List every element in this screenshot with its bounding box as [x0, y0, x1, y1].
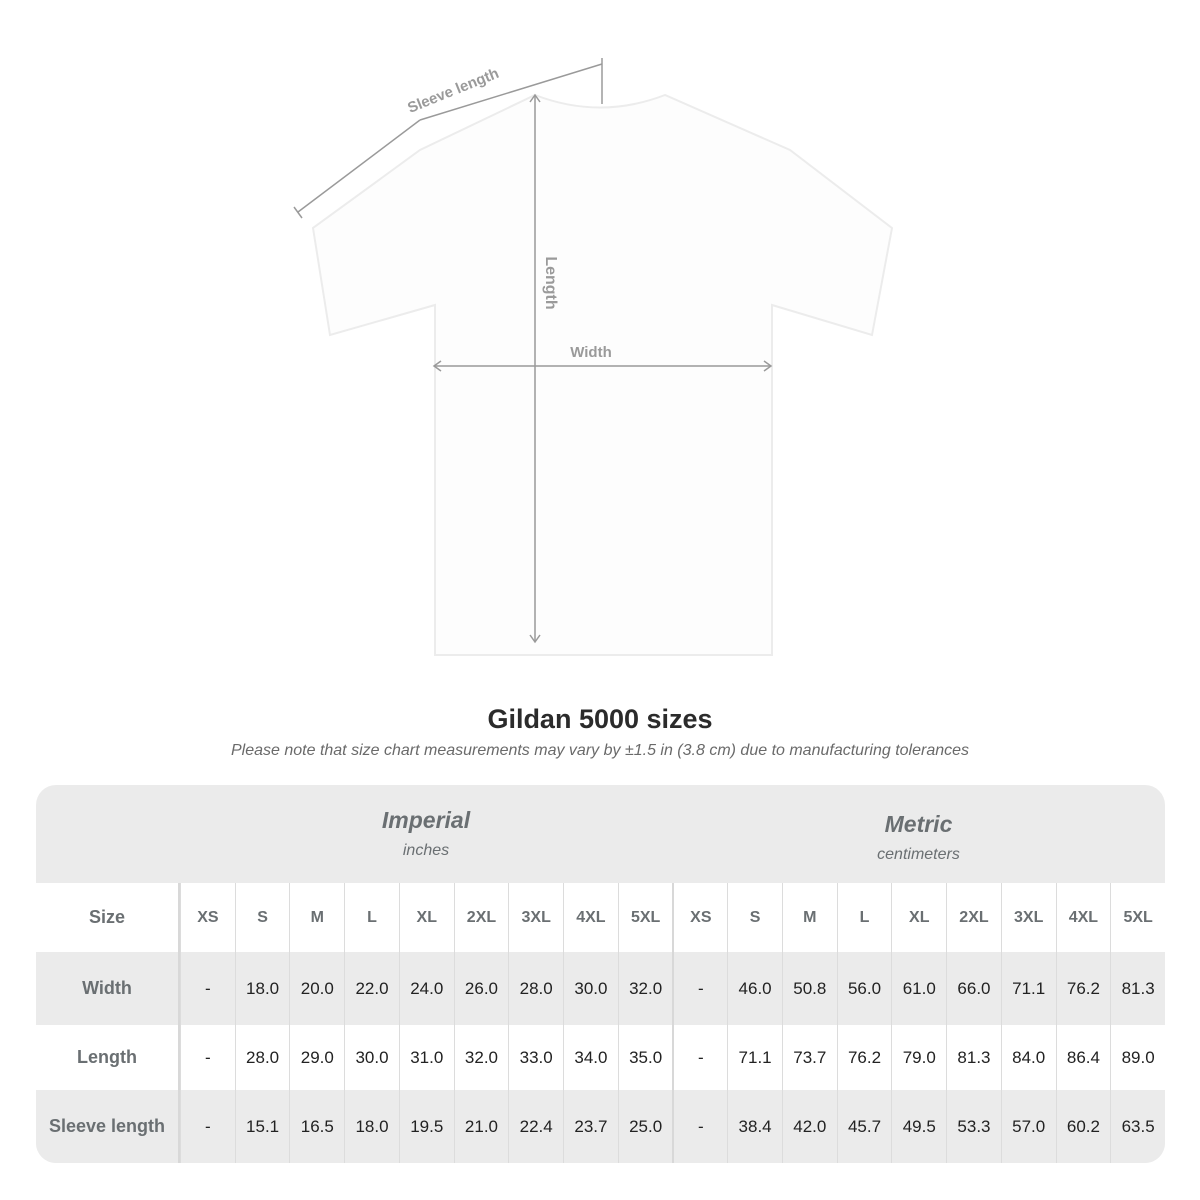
- metric-value-cell: 57.0: [1000, 1090, 1056, 1163]
- size-column-header: L: [836, 883, 892, 952]
- imperial-value-cell: 29.0: [289, 1025, 345, 1090]
- imperial-value-cell: -: [180, 952, 235, 1025]
- size-column-header: XL: [891, 883, 947, 952]
- metric-value-cell: 63.5: [1110, 1090, 1165, 1163]
- metric-value-cell: -: [672, 1090, 728, 1163]
- metric-value-cell: 86.4: [1055, 1025, 1111, 1090]
- tshirt-diagram: Sleeve length Length Width: [293, 58, 894, 656]
- imperial-value-cell: 18.0: [344, 1090, 399, 1163]
- size-column-header: 3XL: [508, 883, 564, 952]
- size-column-header: L: [344, 883, 399, 952]
- metric-value-cell: 46.0: [727, 952, 782, 1025]
- imperial-value-cell: 22.0: [344, 952, 399, 1025]
- imperial-value-cell: -: [180, 1025, 235, 1090]
- imperial-value-cell: 23.7: [563, 1090, 618, 1163]
- page-title: Gildan 5000 sizes: [487, 704, 713, 734]
- imperial-value-cell: 28.0: [234, 1025, 290, 1090]
- tshirt-shape: [311, 93, 894, 656]
- size-grid: Size XS S M L XL 2XL 3XL 4XL 5XL XS S M L XL 2XL 3XL 4XL 5…: [36, 883, 1165, 1163]
- imperial-value-cell: 22.4: [508, 1090, 564, 1163]
- imperial-value-cell: 32.0: [453, 1025, 509, 1090]
- imperial-value-cell: 32.0: [617, 952, 673, 1025]
- size-column-header: S: [727, 883, 782, 952]
- metric-unit: centimeters: [877, 846, 960, 863]
- length-label: Length: [542, 256, 559, 309]
- imperial-value-cell: 19.5: [398, 1090, 454, 1163]
- imperial-value-cell: 18.0: [234, 952, 290, 1025]
- size-column-header: 3XL: [1000, 883, 1056, 952]
- row-label: Sleeve length: [36, 1090, 180, 1163]
- size-column-header: XL: [398, 883, 454, 952]
- metric-value-cell: 71.1: [727, 1025, 782, 1090]
- metric-header: Metric centimeters: [672, 785, 1165, 909]
- imperial-label: Imperial: [381, 807, 471, 833]
- metric-value-cell: 81.3: [1110, 952, 1165, 1025]
- row-label: Length: [36, 1025, 180, 1090]
- metric-value-cell: -: [672, 1025, 728, 1090]
- imperial-value-cell: 30.0: [344, 1025, 399, 1090]
- size-column-header: M: [781, 883, 837, 952]
- imperial-value-cell: 30.0: [563, 952, 618, 1025]
- tolerance-note: Please note that size chart measurements…: [230, 742, 970, 759]
- size-header: Size: [36, 883, 180, 952]
- metric-value-cell: 60.2: [1055, 1090, 1111, 1163]
- imperial-value-cell: 28.0: [508, 952, 564, 1025]
- size-column-header: 2XL: [453, 883, 509, 952]
- metric-value-cell: 53.3: [946, 1090, 1001, 1163]
- imperial-value-cell: -: [180, 1090, 235, 1163]
- row-label: Width: [36, 952, 180, 1025]
- size-column-header: XS: [180, 883, 235, 952]
- imperial-value-cell: 15.1: [234, 1090, 290, 1163]
- metric-value-cell: 56.0: [836, 952, 892, 1025]
- metric-value-cell: 79.0: [891, 1025, 947, 1090]
- size-column-header: M: [289, 883, 345, 952]
- metric-value-cell: 66.0: [946, 952, 1001, 1025]
- width-label: Width: [570, 344, 612, 361]
- size-column-header: 4XL: [563, 883, 618, 952]
- size-column-header: S: [234, 883, 290, 952]
- metric-value-cell: 71.1: [1000, 952, 1056, 1025]
- metric-value-cell: 84.0: [1000, 1025, 1056, 1090]
- size-column-header: 5XL: [617, 883, 673, 952]
- imperial-value-cell: 25.0: [617, 1090, 673, 1163]
- imperial-value-cell: 20.0: [289, 952, 345, 1025]
- metric-label: Metric: [884, 811, 953, 837]
- size-column-header: 5XL: [1110, 883, 1165, 952]
- metric-value-cell: 38.4: [727, 1090, 782, 1163]
- metric-value-cell: 81.3: [946, 1025, 1001, 1090]
- imperial-header: Imperial inches: [180, 785, 672, 905]
- imperial-value-cell: 16.5: [289, 1090, 345, 1163]
- imperial-value-cell: 24.0: [398, 952, 454, 1025]
- size-column-header: XS: [672, 883, 728, 952]
- metric-value-cell: 42.0: [781, 1090, 837, 1163]
- metric-value-cell: 73.7: [781, 1025, 837, 1090]
- metric-value-cell: 76.2: [1055, 952, 1111, 1025]
- metric-value-cell: 45.7: [836, 1090, 892, 1163]
- metric-value-cell: 49.5: [891, 1090, 947, 1163]
- imperial-value-cell: 35.0: [617, 1025, 673, 1090]
- metric-value-cell: 61.0: [891, 952, 947, 1025]
- imperial-value-cell: 33.0: [508, 1025, 564, 1090]
- size-column-header: 4XL: [1055, 883, 1111, 952]
- metric-value-cell: 50.8: [781, 952, 837, 1025]
- imperial-value-cell: 21.0: [453, 1090, 509, 1163]
- metric-value-cell: 76.2: [836, 1025, 892, 1090]
- sleeve-measure-line: [297, 119, 421, 213]
- imperial-value-cell: 34.0: [563, 1025, 618, 1090]
- size-column-header: 2XL: [946, 883, 1001, 952]
- metric-value-cell: 89.0: [1110, 1025, 1165, 1090]
- imperial-value-cell: 31.0: [398, 1025, 454, 1090]
- imperial-value-cell: 26.0: [453, 952, 509, 1025]
- imperial-unit: inches: [402, 842, 450, 859]
- size-table: Imperial inches Metric centimeters Size X…: [36, 785, 1165, 1163]
- metric-value-cell: -: [672, 952, 728, 1025]
